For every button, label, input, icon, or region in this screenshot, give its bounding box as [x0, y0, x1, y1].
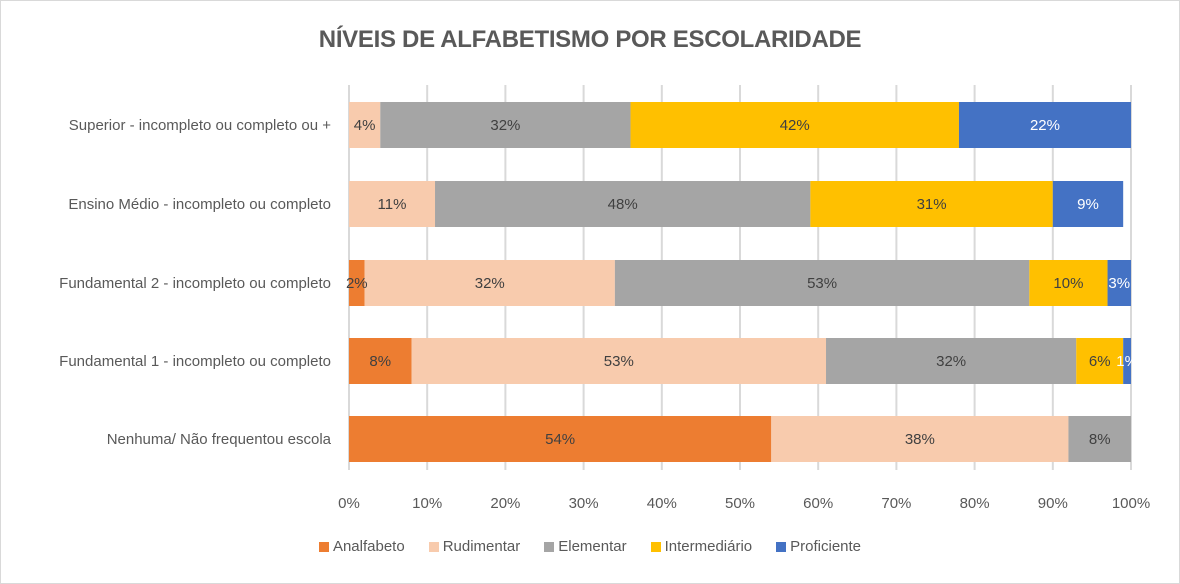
data-label: 4% — [354, 117, 376, 134]
legend-swatch — [544, 541, 555, 552]
legend-item: Elementar — [544, 538, 627, 555]
data-label: 6% — [1089, 353, 1111, 370]
category-labels: Superior - incompleto ou completo ou + En… — [59, 117, 331, 448]
bar-segment-rudimentar — [364, 260, 615, 306]
x-tick-label: 90% — [1038, 495, 1068, 512]
data-label: 10% — [1053, 275, 1083, 292]
bar-segment-elementar — [826, 338, 1077, 384]
legend-item: Intermediário — [650, 538, 753, 555]
legend-swatch — [776, 541, 787, 552]
bar-segment-rudimentar — [771, 416, 1069, 462]
legend-swatch — [428, 541, 439, 552]
bar-segment-proficiente — [958, 102, 1131, 148]
data-label: 1% — [1116, 353, 1138, 370]
bar-segment-elementar — [435, 181, 811, 227]
data-labels: 4% 32% 42% 22% 11% 48% 31% 9% 2% 32% 53% 10% 3% 8% 53%… — [346, 117, 1138, 448]
data-label: 53% — [604, 353, 634, 370]
data-label: 32% — [490, 117, 520, 134]
category-label: Nenhuma/ Não frequentou escola — [107, 431, 332, 448]
data-label: 3% — [1108, 275, 1130, 292]
x-tick-label: 80% — [960, 495, 990, 512]
x-tick-label: 20% — [490, 495, 520, 512]
legend: Analfabeto Rudimentar Elementar Intermediár… — [0, 538, 1180, 555]
category-label: Fundamental 1 - incompleto ou completo — [59, 353, 331, 370]
legend-label: Analfabeto — [332, 538, 405, 555]
bar-segments — [349, 102, 1131, 462]
bar-segment-analfabeto — [349, 416, 772, 462]
x-axis-tick-labels: 0% 10% 20% 30% 40% 50% 60% 70% 80% 90% 100% — [338, 495, 1150, 512]
data-label: 31% — [917, 196, 947, 213]
data-label: 8% — [369, 353, 391, 370]
x-tick-label: 50% — [725, 495, 755, 512]
bar-segment-elementar — [614, 260, 1030, 306]
x-tick-label: 30% — [569, 495, 599, 512]
x-tick-label: 100% — [1112, 495, 1150, 512]
legend-item: Rudimentar — [428, 538, 521, 555]
data-label: 22% — [1030, 117, 1060, 134]
bar-segment-rudimentar — [411, 338, 827, 384]
bar-segment-elementar — [1068, 416, 1131, 462]
legend-label: Proficiente — [790, 538, 862, 555]
data-label: 32% — [936, 353, 966, 370]
legend-swatch — [650, 541, 661, 552]
x-tick-label: 40% — [647, 495, 677, 512]
data-label: 53% — [807, 275, 837, 292]
x-tick-label: 0% — [338, 495, 360, 512]
bar-segment-intermedi-rio — [810, 181, 1053, 227]
x-tick-label: 70% — [881, 495, 911, 512]
bar-segment-rudimentar — [349, 102, 381, 148]
data-label: 9% — [1077, 196, 1099, 213]
bar-segment-proficiente — [1052, 181, 1124, 227]
bar-segment-analfabeto — [349, 260, 365, 306]
legend-label: Intermediário — [664, 538, 753, 555]
bar-segment-intermedi-rio — [630, 102, 959, 148]
bar-segment-elementar — [380, 102, 631, 148]
legend-label: Rudimentar — [442, 538, 521, 555]
data-label: 48% — [608, 196, 638, 213]
bar-segment-intermedi-rio — [1076, 338, 1124, 384]
data-label: 32% — [475, 275, 505, 292]
category-label: Ensino Médio - incompleto ou completo — [68, 196, 331, 213]
data-label: 8% — [1089, 431, 1111, 448]
x-tick-label: 10% — [412, 495, 442, 512]
data-label: 11% — [378, 196, 407, 213]
data-label: 42% — [780, 117, 810, 134]
bar-segment-intermedi-rio — [1029, 260, 1108, 306]
data-label: 54% — [545, 431, 575, 448]
chart-title: NÍVEIS DE ALFABETISMO POR ESCOLARIDADE — [318, 26, 862, 53]
data-label: 38% — [905, 431, 935, 448]
bar-segment-proficiente — [1107, 260, 1131, 306]
legend-item: Proficiente — [776, 538, 861, 555]
legend-item: Analfabeto — [318, 538, 405, 555]
bar-segment-analfabeto — [349, 338, 412, 384]
bar-segment-rudimentar — [349, 181, 436, 227]
category-label: Fundamental 2 - incompleto ou completo — [59, 275, 331, 292]
legend-swatch — [318, 541, 329, 552]
legend-label: Elementar — [558, 538, 627, 555]
category-label: Superior - incompleto ou completo ou + — [69, 117, 331, 134]
x-tick-label: 60% — [803, 495, 833, 512]
data-label: 2% — [346, 275, 368, 292]
bar-segment-proficiente — [1123, 338, 1131, 384]
